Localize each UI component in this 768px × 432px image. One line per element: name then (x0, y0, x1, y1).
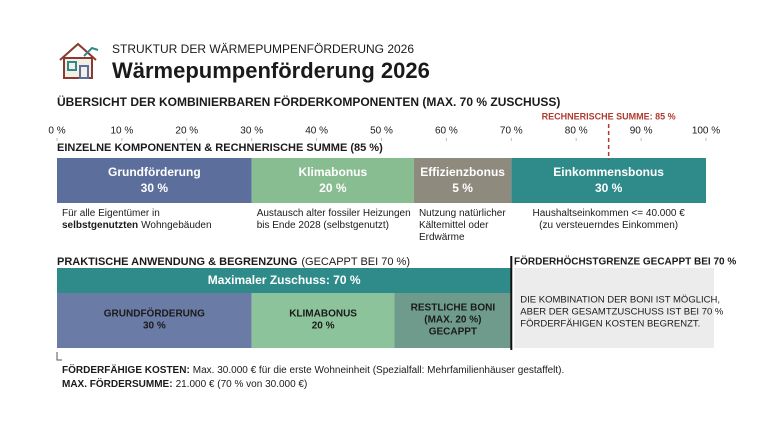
limit-box (514, 268, 714, 348)
description-part: selbstgenutzten (62, 220, 138, 231)
component-description: Erdwärme (419, 232, 465, 243)
description-part: Austausch alter fossiler Heizungen (257, 208, 411, 219)
sum-marker-label: RECHNERISCHE SUMME: 85 % (542, 111, 676, 121)
x-tick-label: 30 % (240, 126, 263, 137)
limit-text: ABER DER GESAMTZUSCHUSS IST BEI 70 % (520, 307, 724, 318)
component-segment (57, 158, 252, 203)
applied-block (251, 293, 395, 348)
component-value: 5 % (452, 181, 473, 195)
limit-title: FÖRDERHÖCHSTGRENZE GECAPPT BEI 70 % (514, 255, 736, 268)
description-part: Nutzung natürlicher (419, 208, 506, 219)
component-description: selbstgenutzten Wohngebäuden (62, 220, 212, 231)
component-description: bis Ende 2028 (selbstgenutzt) (257, 220, 389, 231)
footer-line: MAX. FÖRDERSUMME: 21.000 € (70 % von 30.0… (62, 377, 307, 390)
house-icon (59, 42, 99, 79)
application-title-note: (GECAPPT BEI 70 %) (301, 256, 410, 268)
component-name: Klimabonus (298, 165, 367, 179)
x-tick-label: 60 % (435, 126, 458, 137)
description-part: Wohngebäuden (141, 220, 211, 231)
footer-text: Max. 30.000 € für die erste Wohneinheit … (193, 365, 565, 376)
x-tick-label: 100 % (692, 126, 720, 137)
x-tick-label: 10 % (111, 126, 134, 137)
cap-label: Maximaler Zuschuss: 70 % (208, 273, 361, 287)
component-value: 20 % (319, 181, 347, 195)
description-part: Kältemittel oder (419, 220, 489, 231)
applied-block-label: GECAPPT (429, 327, 477, 338)
x-tick-label: 0 % (48, 126, 65, 137)
component-description: Kältemittel oder (419, 220, 489, 231)
applied-block-label: RESTLICHE BONI (411, 303, 496, 314)
component-segment (251, 158, 414, 203)
applied-block-label: (MAX. 20 %) (424, 315, 481, 326)
description-part: Haushaltseinkommen <= 40.000 € (532, 208, 685, 219)
application-title: PRAKTISCHE ANWENDUNG & BEGRENZUNG (GECAPP… (57, 256, 410, 268)
component-name: Einkommensbonus (553, 165, 664, 179)
component-description: Haushaltseinkommen <= 40.000 € (532, 208, 685, 219)
x-tick-label: 90 % (630, 126, 653, 137)
x-tick-label: 50 % (370, 126, 393, 137)
component-segment (511, 158, 706, 203)
applied-block-label: 30 % (143, 321, 166, 332)
component-value: 30 % (595, 181, 623, 195)
component-segment (413, 158, 512, 203)
cap-band (57, 268, 512, 293)
footer-text: 21.000 € (70 % von 30.000 €) (176, 379, 308, 390)
footer-line: FÖRDERFÄHIGE KOSTEN: Max. 30.000 € für di… (62, 363, 564, 376)
components-title: EINZELNE KOMPONENTEN & RECHNERISCHE SUMM… (57, 142, 383, 154)
applied-block (57, 293, 252, 348)
x-tick-label: 70 % (500, 126, 523, 137)
component-name: Effizienzbonus (420, 165, 505, 179)
component-description: Für alle Eigentümer in (62, 208, 160, 219)
description-part: (zu versteuerndes Einkommen) (539, 220, 678, 231)
page-title: Wärmepumpenförderung 2026 (112, 58, 430, 83)
component-value: 30 % (141, 181, 169, 195)
applied-block-label: 20 % (312, 321, 335, 332)
description-part: Für alle Eigentümer in (62, 208, 160, 219)
component-description: (zu versteuerndes Einkommen) (539, 220, 678, 231)
applied-block (394, 293, 512, 348)
footer-label: FÖRDERFÄHIGE KOSTEN: (62, 363, 190, 376)
footer-label: MAX. FÖRDERSUMME: (62, 377, 173, 390)
footer-bracket (56, 352, 62, 361)
x-tick-label: 20 % (175, 126, 198, 137)
description-part: bis Ende 2028 (selbstgenutzt) (257, 220, 389, 231)
section-title: ÜBERSICHT DER KOMBINIERBAREN FÖRDERKOMPO… (57, 94, 560, 109)
component-name: Grundförderung (108, 165, 201, 179)
limit-text: FÖRDERFÄHIGEN KOSTEN BEGRENZT. (520, 319, 700, 330)
kicker: STRUKTUR DER WÄRMEPUMPENFÖRDERUNG 2026 (112, 42, 414, 56)
component-description: Austausch alter fossiler Heizungen (257, 208, 411, 219)
x-tick-label: 40 % (305, 126, 328, 137)
x-tick-label: 80 % (565, 126, 588, 137)
description-part: Erdwärme (419, 232, 465, 243)
component-description: Nutzung natürlicher (419, 208, 506, 219)
application-title-main: PRAKTISCHE ANWENDUNG & BEGRENZUNG (57, 256, 297, 268)
applied-block-label: KLIMABONUS (289, 309, 357, 320)
limit-text: DIE KOMBINATION DER BONI IST MÖGLICH, (520, 295, 720, 306)
applied-block-label: GRUNDFÖRDERUNG (104, 307, 205, 320)
